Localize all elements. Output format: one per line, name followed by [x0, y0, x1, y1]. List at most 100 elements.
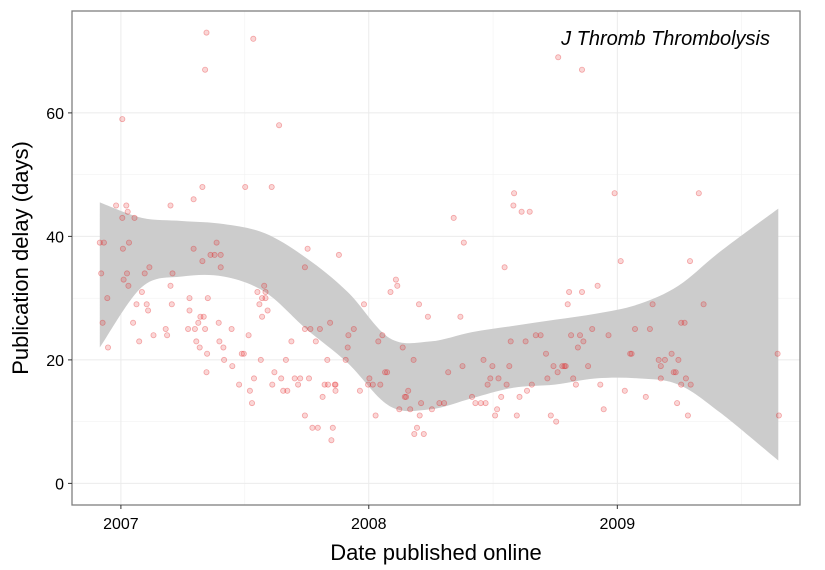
data-point: [297, 375, 304, 382]
data-point: [574, 344, 581, 351]
data-point: [301, 264, 308, 271]
data-point: [99, 319, 106, 326]
data-point: [307, 325, 314, 332]
data-point: [562, 363, 569, 370]
data-point: [695, 190, 702, 197]
data-point: [288, 338, 295, 345]
data-point: [328, 437, 335, 444]
data-point: [605, 332, 612, 339]
data-point: [468, 393, 475, 400]
data-point: [207, 251, 214, 258]
data-point: [382, 369, 389, 376]
data-point: [675, 356, 682, 363]
data-point: [369, 381, 376, 388]
data-point: [119, 245, 126, 252]
data-point: [585, 363, 592, 370]
data-point: [120, 276, 127, 283]
data-point: [167, 202, 174, 209]
data-point: [278, 375, 285, 382]
data-point: [262, 288, 269, 295]
data-point: [215, 319, 222, 326]
data-point: [501, 264, 508, 271]
data-point: [379, 332, 386, 339]
data-point: [257, 356, 264, 363]
data-point: [143, 301, 150, 308]
data-point: [200, 313, 207, 320]
data-point: [271, 369, 278, 376]
data-point: [401, 393, 408, 400]
data-point: [295, 381, 302, 388]
data-point: [375, 338, 382, 345]
data-point: [528, 381, 535, 388]
data-point: [217, 251, 224, 258]
y-tick-label: 0: [55, 476, 64, 493]
data-point: [544, 375, 551, 382]
y-tick-label: 60: [46, 106, 64, 123]
data-point: [327, 319, 334, 326]
data-point: [424, 313, 431, 320]
data-point: [450, 214, 457, 221]
data-point: [324, 381, 331, 388]
data-point: [211, 251, 218, 258]
data-point: [498, 393, 505, 400]
data-point: [195, 319, 202, 326]
data-point: [477, 400, 484, 407]
data-point: [282, 356, 289, 363]
data-point: [259, 313, 266, 320]
data-point: [202, 66, 209, 73]
data-point: [472, 400, 479, 407]
data-point: [96, 239, 103, 246]
data-point: [460, 239, 467, 246]
data-point: [356, 387, 363, 394]
data-point: [572, 381, 579, 388]
data-point: [487, 375, 494, 382]
data-point: [674, 400, 681, 407]
x-tick-label: 2007: [103, 516, 139, 533]
data-point: [484, 381, 491, 388]
data-point: [360, 301, 367, 308]
data-point: [276, 122, 283, 129]
data-point: [526, 208, 533, 215]
data-point: [459, 363, 466, 370]
data-point: [197, 313, 204, 320]
data-point: [113, 202, 120, 209]
data-point: [564, 301, 571, 308]
data-point: [678, 381, 685, 388]
panel-border: [71, 10, 801, 506]
data-point: [324, 356, 331, 363]
data-point: [331, 381, 338, 388]
data-point: [507, 338, 514, 345]
data-point: [580, 338, 587, 345]
data-point: [396, 406, 403, 413]
data-point: [597, 381, 604, 388]
data-point: [611, 190, 618, 197]
data-point: [775, 412, 782, 419]
x-axis-title: Date published online: [330, 540, 542, 565]
data-point: [532, 332, 539, 339]
data-point: [186, 295, 193, 302]
data-point: [136, 338, 143, 345]
data-point: [264, 307, 271, 314]
data-point: [168, 301, 175, 308]
data-point: [319, 393, 326, 400]
data-point: [141, 270, 148, 277]
data-point: [100, 239, 107, 246]
data-point: [105, 344, 112, 351]
data-point: [242, 183, 249, 190]
data-point: [124, 270, 131, 277]
data-point: [261, 282, 268, 289]
data-point: [199, 183, 206, 190]
data-point: [566, 288, 573, 295]
data-point: [250, 35, 257, 42]
data-point: [410, 356, 417, 363]
data-point: [494, 406, 501, 413]
data-point: [240, 350, 247, 357]
data-point: [236, 381, 243, 388]
data-point: [594, 282, 601, 289]
data-point: [268, 183, 275, 190]
data-point: [250, 375, 257, 382]
data-point: [684, 412, 691, 419]
data-point: [559, 363, 566, 370]
data-point: [480, 356, 487, 363]
data-point: [350, 325, 357, 332]
